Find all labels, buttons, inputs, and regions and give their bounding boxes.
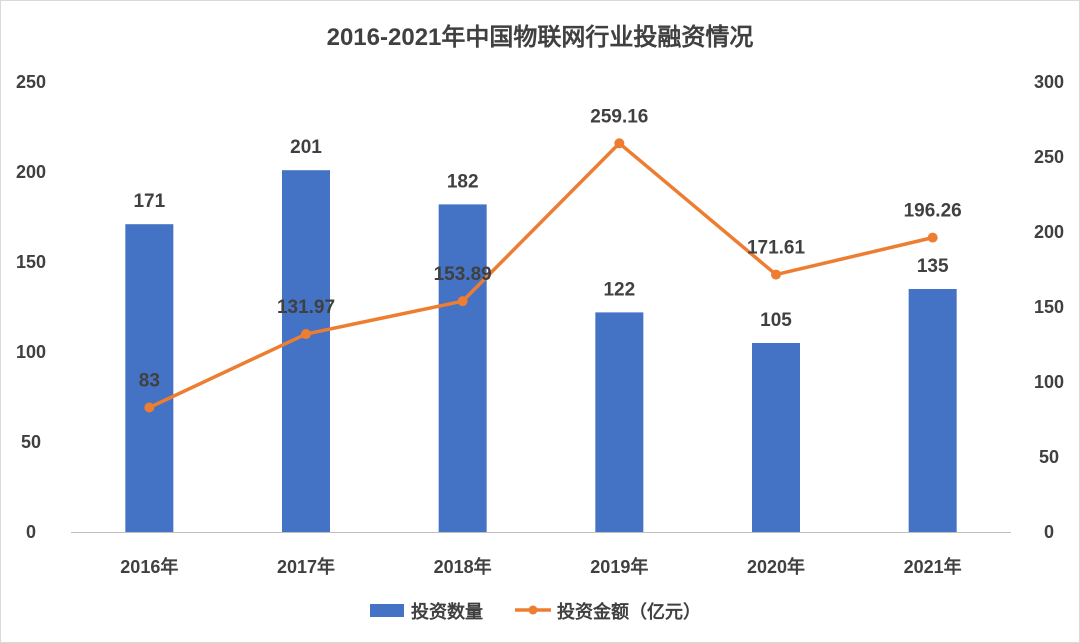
- line-series: 83 131.97 153.89 259.16 171.61 196.26: [139, 106, 962, 413]
- line-data-label: 259.16: [590, 106, 648, 127]
- y-right-tick-label: 300: [1034, 72, 1064, 92]
- x-axis: 2016年 2017年 2018年 2019年 2020年 2021年: [71, 532, 1011, 577]
- line-data-label: 171.61: [747, 238, 806, 259]
- right-axis: 0 50 100 150 200 250 300: [1034, 72, 1064, 542]
- bar: [438, 204, 487, 532]
- bar: [125, 224, 174, 532]
- legend-marker-line: [528, 605, 538, 615]
- legend-swatch-bar: [370, 604, 404, 617]
- y-left-tick-label: 0: [26, 522, 36, 542]
- line-path: [148, 141, 934, 410]
- x-tick-label: 2021年: [904, 556, 962, 577]
- y-right-tick-label: 250: [1034, 147, 1064, 167]
- left-axis: 0 50 100 150 200 250: [16, 72, 46, 542]
- line-point: [927, 232, 938, 243]
- y-left-tick-label: 150: [16, 252, 46, 272]
- y-left-tick-label: 200: [16, 162, 46, 182]
- line-point: [144, 402, 155, 413]
- x-tick-label: 2018年: [434, 556, 492, 577]
- y-right-tick-label: 50: [1039, 447, 1059, 467]
- bar-data-label: 105: [760, 310, 792, 331]
- y-left-tick-label: 50: [21, 432, 41, 452]
- legend-label-bar: 投资数量: [411, 601, 483, 622]
- bar: [752, 343, 800, 532]
- bar-data-label: 182: [447, 171, 479, 192]
- line-data-label: 83: [139, 371, 160, 392]
- y-right-tick-label: 200: [1034, 222, 1064, 242]
- bar: [595, 312, 644, 532]
- y-right-tick-label: 100: [1034, 372, 1064, 392]
- x-tick-label: 2019年: [590, 556, 648, 577]
- bar-data-label: 122: [603, 279, 635, 300]
- bar-data-label: 171: [133, 191, 165, 212]
- line-point: [457, 296, 468, 307]
- line-point: [614, 138, 625, 149]
- y-right-tick-label: 150: [1034, 297, 1064, 317]
- line-data-label: 153.89: [434, 264, 492, 285]
- x-tick-label: 2017年: [277, 556, 335, 577]
- line-data-label: 131.97: [277, 297, 335, 318]
- x-tick-label: 2016年: [120, 556, 178, 577]
- y-right-tick-label: 0: [1044, 522, 1054, 542]
- x-tick-label: 2020年: [747, 556, 805, 577]
- line-point: [771, 269, 781, 280]
- chart-title: 2016-2021年中国物联网行业投融资情况: [327, 23, 754, 51]
- bar: [282, 170, 330, 532]
- bar: [908, 289, 957, 532]
- legend-label-line: 投资金额（亿元）: [557, 601, 701, 622]
- legend: 投资数量 投资金额（亿元）: [370, 601, 701, 622]
- y-left-tick-label: 250: [16, 72, 46, 92]
- bar-data-label: 201: [290, 137, 322, 158]
- y-left-tick-label: 100: [16, 342, 46, 362]
- bar-series: 171 201 182 122 105 135: [125, 137, 957, 532]
- line-data-label: 196.26: [904, 201, 962, 222]
- line-point: [301, 329, 311, 340]
- bar-data-label: 135: [917, 256, 949, 277]
